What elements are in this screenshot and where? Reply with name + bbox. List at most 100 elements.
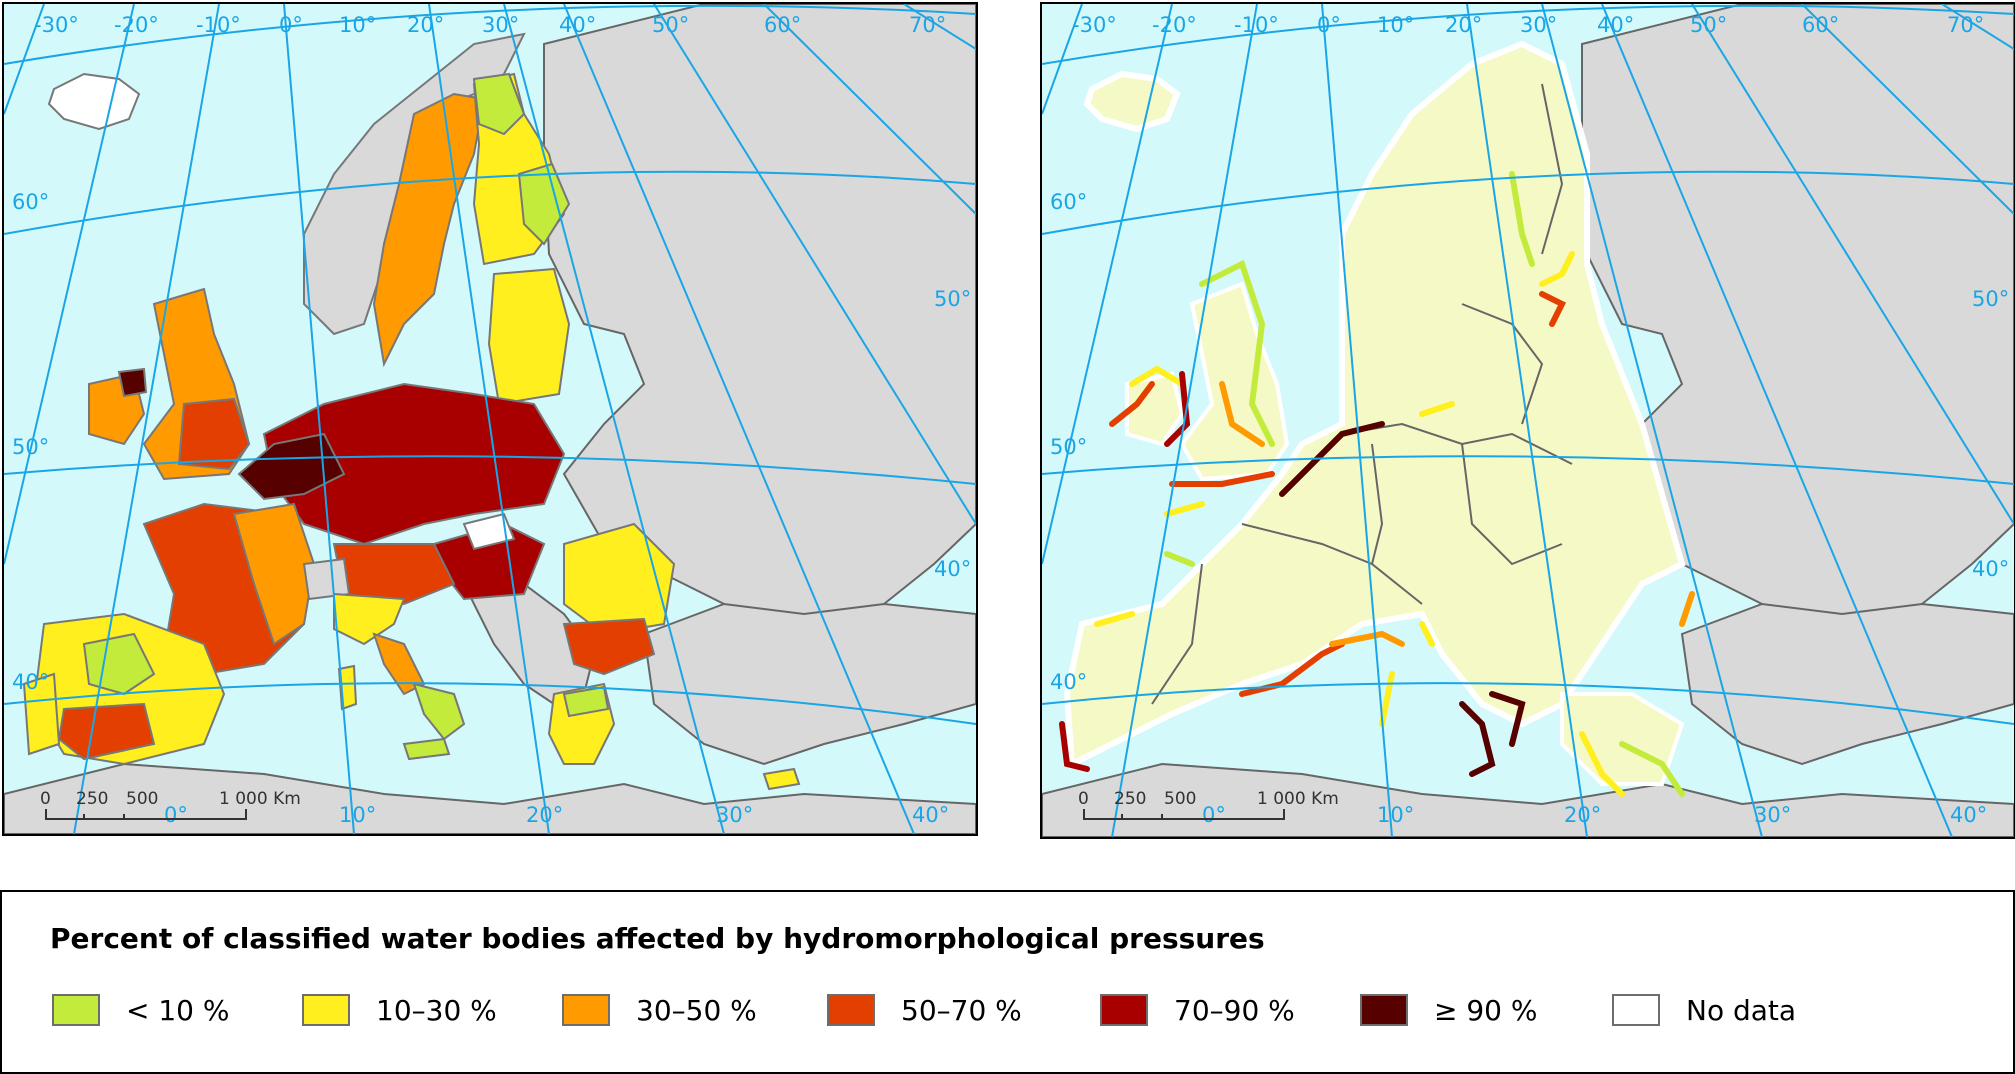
region-romania[interactable]	[563, 522, 676, 636]
legend-swatch	[52, 994, 100, 1026]
lon-label: 40°	[912, 803, 949, 827]
graticule	[4, 4, 976, 834]
graticule-labels-side: 60° 50° 40° 50° 40°	[12, 190, 971, 694]
lon-label: 40°	[559, 13, 596, 37]
region-italy-north[interactable]	[333, 592, 406, 646]
lon-label: 10°	[339, 13, 376, 37]
region-portugal[interactable]	[22, 672, 61, 756]
map-left-svg: -30° -20° -10° 0° 10° 20° 30° 40° 50° 60…	[4, 4, 976, 834]
lon-label: 20°	[1564, 803, 1601, 827]
legend-swatch	[302, 994, 350, 1026]
graticule	[1042, 4, 2014, 837]
map-left-rivers-lakes[interactable]: -30° -20° -10° 0° 10° 20° 30° 40° 50° 60…	[2, 2, 978, 836]
country-borders	[1151, 83, 1573, 705]
scale-bar: 0 250 500 1 000 Km	[40, 789, 301, 820]
scale-tick: 500	[126, 789, 158, 809]
region-spain-south[interactable]	[57, 702, 156, 761]
land-great-britain	[1179, 281, 1290, 482]
scale-tick: 1 000 Km	[219, 789, 301, 809]
lon-label: -20°	[1152, 13, 1197, 37]
region-cyprus[interactable]	[762, 767, 801, 791]
land-turkey	[642, 602, 976, 766]
lon-label: 20°	[526, 803, 563, 827]
lat-label: 40°	[1050, 670, 1087, 694]
scale-tick: 250	[1114, 789, 1146, 809]
lon-label: 70°	[909, 13, 946, 37]
region-bulgaria[interactable]	[562, 617, 656, 676]
region-slovakia-nodata[interactable]	[462, 512, 516, 551]
lat-label: 40°	[12, 670, 49, 694]
graticule-labels-top: -30° -20° -10° 0° 10° 20° 30° 40° 50° 60…	[1072, 13, 1984, 37]
lon-label: 10°	[1377, 803, 1414, 827]
lon-label: 30°	[1754, 803, 1791, 827]
region-france-east[interactable]	[232, 502, 316, 646]
scale-tick: 0	[40, 789, 51, 809]
lon-label: 30°	[1520, 13, 1557, 37]
region-baltics[interactable]	[487, 267, 571, 406]
legend-item: No data	[1612, 992, 1796, 1028]
legend-swatch	[827, 994, 875, 1026]
lat-label: 60°	[1050, 190, 1087, 214]
legend-item: ≥ 90 %	[1360, 992, 1538, 1028]
legend-item: 50–70 %	[827, 992, 1022, 1028]
scale-bar: 0 250 500 1 000 Km	[1078, 789, 1339, 820]
lon-label: 0°	[1317, 13, 1341, 37]
graticule-labels-bottom: 0° 10° 20° 30° 40°	[1202, 803, 1987, 827]
lat-label: 40°	[934, 557, 971, 581]
lat-label: 60°	[12, 190, 49, 214]
map-legend: Percent of classified water bodies affec…	[0, 890, 2015, 1074]
scale-tick: 1 000 Km	[1257, 789, 1339, 809]
scale-tick: 500	[1164, 789, 1196, 809]
region-switzerland[interactable]	[302, 557, 351, 601]
lon-label: 20°	[1445, 13, 1482, 37]
land-eastern-europe	[1581, 4, 2014, 645]
region-italy-south[interactable]	[412, 682, 466, 741]
map-right-coastal[interactable]: -30° -20° -10° 0° 10° 20° 30° 40° 50° 60…	[1040, 2, 2015, 839]
legend-label: < 10 %	[126, 993, 230, 1027]
legend-label: ≥ 90 %	[1434, 993, 1538, 1027]
legend-label: 10–30 %	[376, 993, 497, 1027]
lon-label: 30°	[482, 13, 519, 37]
lon-label: -20°	[114, 13, 159, 37]
legend-label: No data	[1686, 993, 1797, 1027]
legend-swatch	[562, 994, 610, 1026]
lat-label: 50°	[1050, 435, 1087, 459]
lon-label: 70°	[1947, 13, 1984, 37]
lon-label: 60°	[764, 13, 801, 37]
land-iceland	[1083, 70, 1181, 133]
legend-item: < 10 %	[52, 992, 230, 1028]
lon-label: 0°	[164, 803, 188, 827]
legend-item: 30–50 %	[562, 992, 757, 1028]
legend-item: 70–90 %	[1100, 992, 1295, 1028]
lon-label: -30°	[34, 13, 79, 37]
lat-label: 50°	[12, 435, 49, 459]
legend-item: 10–30 %	[302, 992, 497, 1028]
region-greece-north[interactable]	[562, 685, 610, 718]
lon-label: 10°	[339, 803, 376, 827]
lon-label: 10°	[1377, 13, 1414, 37]
legend-title: Percent of classified water bodies affec…	[50, 922, 1265, 955]
land-eu	[1063, 40, 1686, 769]
region-sicily[interactable]	[402, 737, 451, 761]
lat-label: 50°	[934, 287, 971, 311]
land-iceland[interactable]	[47, 72, 141, 131]
region-northern-ireland[interactable]	[117, 367, 148, 398]
region-benelux[interactable]	[237, 432, 346, 501]
region-england-south[interactable]	[177, 397, 251, 471]
lon-label: 30°	[716, 803, 753, 827]
scale-tick: 0	[1078, 789, 1089, 809]
lon-label: 50°	[652, 13, 689, 37]
lon-label: -30°	[1072, 13, 1117, 37]
lon-label: -10°	[1234, 13, 1279, 37]
legend-label: 70–90 %	[1174, 993, 1295, 1027]
legend-swatch	[1360, 994, 1408, 1026]
lon-label: -10°	[196, 13, 241, 37]
region-italy-central[interactable]	[372, 632, 426, 696]
scale-tick: 250	[76, 789, 108, 809]
lat-label: 40°	[1972, 557, 2009, 581]
region-finland-north[interactable]	[472, 72, 526, 136]
legend-label: 50–70 %	[901, 993, 1022, 1027]
graticule-labels-top: -30° -20° -10° 0° 10° 20° 30° 40° 50° 60…	[34, 13, 946, 37]
lon-label: 20°	[407, 13, 444, 37]
graticule-labels-side: 60° 50° 40° 50° 40°	[1050, 190, 2009, 694]
